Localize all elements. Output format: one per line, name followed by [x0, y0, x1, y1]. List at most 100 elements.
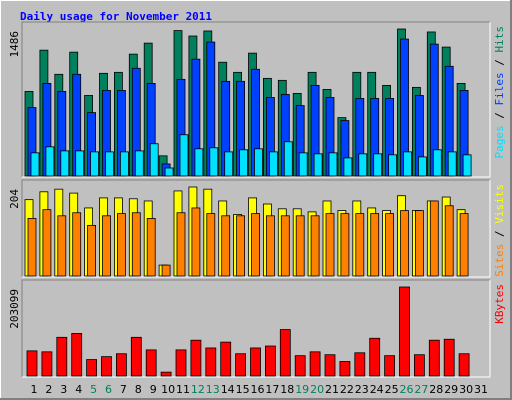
- bar: [102, 215, 111, 277]
- bar: [134, 150, 144, 177]
- bar: [283, 141, 293, 177]
- bar: [90, 151, 99, 177]
- bar: [417, 156, 427, 177]
- chart-title: Daily usage for November 2011: [20, 10, 212, 23]
- bar: [339, 361, 351, 377]
- bar: [75, 150, 85, 177]
- legend-separator: /: [493, 53, 506, 73]
- bar: [432, 149, 442, 177]
- bar: [250, 347, 261, 377]
- legend-entry: Visits: [493, 184, 506, 224]
- x-tick-label: 11: [176, 383, 190, 396]
- x-tick-label: 25: [385, 383, 399, 396]
- x-tick-label: 19: [295, 383, 309, 396]
- x-tick-label: 30: [459, 383, 473, 396]
- bar: [235, 353, 247, 377]
- bar: [175, 349, 187, 377]
- x-tick-label: 20: [310, 383, 324, 396]
- x-tick-label: 23: [355, 383, 369, 396]
- bar: [239, 149, 249, 177]
- bar: [400, 210, 409, 277]
- bar: [206, 213, 216, 277]
- bar: [191, 207, 201, 277]
- y-tick-label: 203099: [8, 289, 21, 329]
- legend-separator: /: [493, 224, 506, 244]
- bar: [325, 213, 335, 277]
- bar: [358, 153, 368, 177]
- bar: [176, 212, 186, 277]
- bar: [57, 215, 67, 277]
- x-tick-label: 9: [150, 383, 157, 396]
- bar: [45, 146, 55, 177]
- x-tick-label: 16: [251, 383, 265, 396]
- bar: [429, 200, 439, 277]
- bar: [160, 371, 172, 377]
- bar: [60, 150, 70, 177]
- bar: [403, 151, 412, 177]
- bar: [294, 355, 306, 377]
- x-tick-label: 28: [429, 383, 443, 396]
- bar: [309, 351, 321, 377]
- bar: [236, 215, 246, 277]
- x-tick-label: 22: [340, 383, 354, 396]
- x-tick-label: 31: [474, 383, 488, 396]
- bar: [459, 213, 469, 277]
- legend-entry: Pages: [493, 125, 506, 158]
- bar: [116, 353, 127, 377]
- bar: [370, 213, 380, 277]
- bar: [190, 339, 202, 377]
- bar: [27, 218, 37, 277]
- x-tick-label: 12: [191, 383, 205, 396]
- bar: [26, 350, 38, 377]
- bar: [194, 148, 204, 177]
- x-tick-label: 6: [105, 383, 112, 396]
- bar: [71, 333, 83, 377]
- panel-border-dark: [21, 21, 490, 177]
- bar: [221, 215, 231, 277]
- legend-entry: Hits: [493, 26, 506, 53]
- bar: [30, 152, 40, 177]
- y-tick-label: 204: [8, 189, 21, 209]
- bar: [268, 151, 278, 177]
- bar: [298, 152, 308, 177]
- bar: [443, 338, 455, 377]
- bar: [224, 151, 234, 177]
- bar: [310, 215, 320, 277]
- bar: [254, 148, 263, 177]
- bar: [354, 352, 366, 377]
- bar: [385, 213, 395, 277]
- bar: [373, 153, 383, 177]
- bar: [164, 167, 174, 177]
- legend: KBytes: [493, 284, 506, 324]
- x-tick-label: 24: [370, 383, 384, 396]
- bar: [355, 213, 365, 277]
- x-tick-label: 10: [161, 383, 175, 396]
- bar: [105, 151, 114, 177]
- bar: [72, 212, 82, 277]
- legend-separator: /: [493, 106, 506, 126]
- x-tick-label: 4: [75, 383, 82, 396]
- bar: [447, 151, 457, 177]
- bar: [87, 224, 96, 277]
- bar: [179, 134, 189, 177]
- legend: Pages / Files / Hits: [493, 26, 506, 159]
- x-tick-label: 2: [45, 383, 52, 396]
- bar: [117, 213, 126, 277]
- legend-entry: Files: [493, 72, 506, 105]
- bar: [414, 210, 424, 277]
- bar: [41, 351, 53, 377]
- bar: [120, 151, 129, 177]
- bar: [324, 354, 336, 377]
- x-tick-label: 14: [221, 383, 235, 396]
- legend-entry: Sites: [493, 244, 506, 277]
- x-tick-label: 5: [90, 383, 97, 396]
- bar: [328, 152, 338, 177]
- bar: [146, 218, 156, 277]
- x-tick-label: 15: [236, 383, 250, 396]
- bar: [458, 353, 470, 377]
- bar: [131, 212, 141, 277]
- bar: [251, 213, 260, 277]
- bar: [279, 329, 291, 377]
